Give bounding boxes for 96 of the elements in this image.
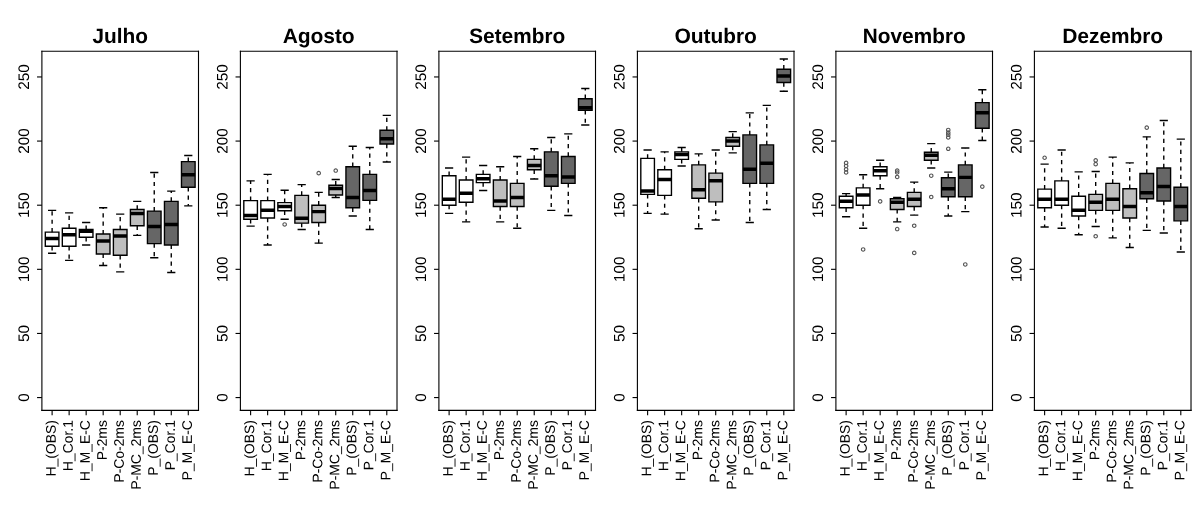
y-tick-label: 200	[415, 128, 427, 154]
y-tick-label: 50	[1010, 325, 1022, 342]
x-tick-label: P_Cor.1	[165, 420, 178, 470]
x-tick-label: P_(OBS)	[147, 420, 161, 475]
x-tick-label: P-Co-2ms	[511, 420, 521, 482]
y-tick-label: 100	[1010, 257, 1022, 281]
x-tick-label: P_M_E-C	[579, 420, 592, 480]
x-tick-label: P-MC_2ms	[1123, 420, 1137, 489]
chart-title: Outubro	[675, 27, 756, 44]
x-tick-label: P-Co-2ms	[312, 420, 323, 482]
y-tick-label: 100	[415, 257, 427, 281]
y-tick-label: 0	[18, 393, 30, 402]
y-tick-label: 0	[613, 393, 625, 402]
y-tick-label: 150	[415, 193, 427, 217]
y-tick-label: 0	[415, 393, 427, 402]
y-tick-label: 150	[613, 193, 625, 217]
x-tick-label: P-2ms	[891, 420, 901, 460]
y-tick-label: 250	[18, 64, 30, 89]
y-tick-label: 50	[216, 325, 228, 342]
x-tick-label: H_M_E-C	[675, 420, 689, 480]
x-tick-label: H_Cor.1	[63, 420, 76, 470]
x-tick-label: P_M_E-C	[182, 420, 195, 480]
y-tick-label: 250	[613, 64, 625, 89]
x-tick-label: P-2ms	[295, 420, 306, 460]
x-tick-label: P_(OBS)	[743, 420, 757, 475]
y-tick-label: 100	[18, 257, 30, 281]
x-tick-label: H_M_E-C	[477, 420, 490, 480]
y-tick-label: 200	[18, 128, 30, 154]
x-tick-label: H_(OBS)	[45, 420, 59, 476]
x-tick-label: H_Cor.1	[1055, 420, 1068, 470]
x-tick-label: P-MC_2ms	[131, 420, 144, 489]
x-tick-label: H_M_E-C	[874, 420, 887, 480]
y-tick-label: 0	[812, 393, 824, 402]
x-tick-label: P-MC_2ms	[329, 420, 343, 489]
y-tick-label: 250	[812, 64, 824, 89]
x-tick-label: H_(OBS)	[1038, 420, 1052, 476]
x-tick-label: P_Cor.1	[760, 420, 774, 470]
x-tick-label: P_(OBS)	[941, 420, 955, 475]
x-tick-label: P-Co-2ms	[1106, 420, 1117, 482]
x-tick-label: P_(OBS)	[1140, 420, 1154, 475]
y-tick-label: 50	[613, 325, 625, 342]
y-tick-label: 250	[216, 64, 228, 89]
chart-title: Novembro	[864, 27, 965, 44]
x-tick-label: P_Cor.1	[562, 420, 575, 470]
x-tick-label: P-Co-2ms	[114, 420, 124, 482]
x-tick-label: P_(OBS)	[544, 420, 558, 475]
x-tick-label: H_(OBS)	[442, 420, 456, 476]
x-tick-label: H_Cor.1	[857, 420, 870, 470]
y-tick-label: 0	[1010, 393, 1022, 402]
y-tick-label: 50	[812, 325, 824, 342]
chart-title: Setembro	[469, 27, 565, 44]
x-tick-label: H_Cor.1	[261, 420, 274, 470]
y-tick-label: 150	[18, 193, 30, 217]
x-tick-label: P_M_E-C	[976, 420, 989, 480]
y-tick-label: 200	[812, 128, 824, 154]
x-tick-label: H_(OBS)	[244, 420, 258, 476]
y-tick-label: 200	[1010, 128, 1022, 154]
x-tick-label: P_M_E-C	[1174, 420, 1188, 480]
x-tick-label: P-Co-2ms	[709, 420, 720, 482]
y-tick-label: 50	[415, 325, 427, 342]
y-tick-label: 200	[216, 128, 228, 154]
x-tick-label: P_(OBS)	[346, 420, 360, 475]
x-tick-label: P-MC_2ms	[925, 420, 938, 489]
x-tick-label: H_M_E-C	[278, 420, 292, 480]
x-tick-label: P-Co-2ms	[908, 420, 918, 482]
y-tick-label: 250	[1010, 64, 1022, 89]
chart-title: Julho	[92, 27, 148, 44]
x-tick-label: H_M_E-C	[80, 420, 93, 480]
x-tick-label: P-MC_2ms	[726, 420, 740, 489]
x-tick-label: P-MC_2ms	[528, 420, 541, 489]
y-tick-label: 100	[216, 257, 228, 281]
x-tick-label: P_Cor.1	[959, 420, 972, 470]
y-tick-label: 100	[613, 257, 625, 281]
x-tick-label: P-2ms	[1089, 420, 1100, 460]
chart-title: Dezembro	[1063, 27, 1163, 44]
x-tick-label: P-2ms	[692, 420, 703, 460]
x-tick-label: H_Cor.1	[460, 420, 473, 470]
x-tick-label: P_M_E-C	[777, 420, 791, 480]
y-tick-label: 150	[216, 193, 228, 217]
chart-title: Agosto	[283, 28, 354, 48]
y-tick-label: 150	[1010, 193, 1022, 217]
y-tick-label: 200	[613, 128, 625, 154]
x-tick-label: H_(OBS)	[839, 420, 853, 476]
x-tick-label: H_M_E-C	[1072, 420, 1086, 480]
x-tick-label: P_M_E-C	[380, 420, 394, 480]
x-tick-label: P_Cor.1	[1157, 420, 1171, 470]
y-tick-label: 100	[812, 257, 824, 281]
x-tick-label: P-2ms	[494, 420, 504, 460]
y-tick-label: 50	[18, 325, 30, 342]
y-tick-label: 150	[812, 193, 824, 217]
x-tick-label: H_Cor.1	[658, 420, 671, 470]
x-tick-label: H_(OBS)	[641, 420, 655, 476]
x-tick-label: P-2ms	[97, 420, 107, 460]
x-tick-label: P_Cor.1	[363, 420, 377, 470]
y-tick-label: 250	[415, 64, 427, 89]
y-tick-label: 0	[216, 393, 228, 402]
